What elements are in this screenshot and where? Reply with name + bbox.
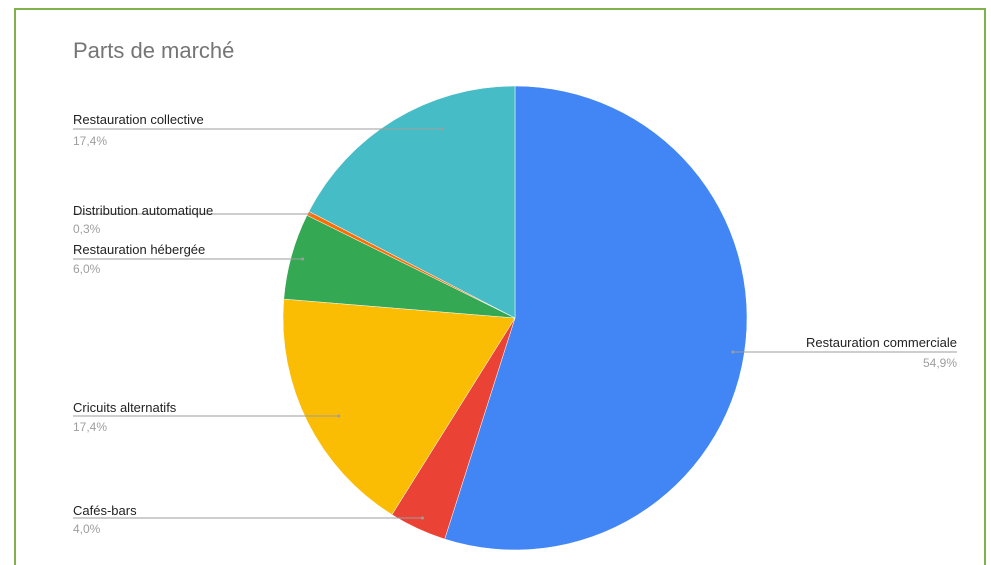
slice-label-restauration-collective: Restauration collective: [73, 112, 204, 127]
callout-dot-restauration-hebergee: [301, 257, 305, 261]
slice-label-restauration-hebergee: Restauration hébergée: [73, 242, 205, 257]
slice-label-cafes-bars: Cafés-bars: [73, 503, 137, 518]
callout-dot-cricuits-alternatifs: [337, 414, 341, 418]
pie-slice-cricuits-alternatifs[interactable]: [282, 298, 516, 516]
pie-slice-restauration-commerciale[interactable]: [444, 85, 748, 551]
slice-value-distribution-automatique: 0,3%: [73, 222, 101, 236]
slice-label-distribution-automatique: Distribution automatique: [73, 203, 213, 218]
slice-value-restauration-commerciale: 54,9%: [923, 356, 957, 370]
callout-dot-restauration-collective: [441, 127, 445, 131]
frame-border-right: [984, 8, 986, 565]
slice-value-cafes-bars: 4,0%: [73, 522, 101, 536]
callout-dot-restauration-commerciale: [731, 350, 735, 354]
slice-label-restauration-commerciale: Restauration commerciale: [806, 335, 957, 350]
callout-dot-cafes-bars: [420, 516, 424, 520]
slice-value-restauration-collective: 17,4%: [73, 134, 107, 148]
slice-value-restauration-hebergee: 6,0%: [73, 262, 101, 276]
frame-border-top: [14, 8, 986, 10]
slice-value-cricuits-alternatifs: 17,4%: [73, 420, 107, 434]
pie-slice-restauration-collective[interactable]: [308, 85, 516, 319]
frame-border-left: [14, 8, 16, 565]
chart-title: Parts de marché: [73, 38, 235, 63]
slice-label-cricuits-alternatifs: Cricuits alternatifs: [73, 400, 177, 415]
